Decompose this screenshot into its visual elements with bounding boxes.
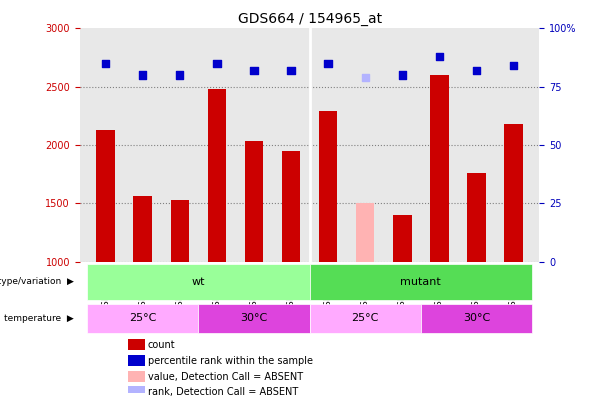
Bar xyxy=(199,304,310,333)
Point xyxy=(138,72,148,78)
Point xyxy=(360,74,370,81)
Text: 30°C: 30°C xyxy=(240,313,268,323)
Bar xyxy=(87,264,310,300)
Text: genotype/variation  ▶: genotype/variation ▶ xyxy=(0,277,74,286)
Bar xyxy=(170,200,189,262)
Point xyxy=(249,67,259,74)
Text: 30°C: 30°C xyxy=(463,313,490,323)
Point xyxy=(509,62,519,69)
Bar xyxy=(282,151,300,262)
Bar xyxy=(310,304,421,333)
Point xyxy=(175,72,185,78)
Title: GDS664 / 154965_at: GDS664 / 154965_at xyxy=(237,12,382,26)
Bar xyxy=(87,304,199,333)
Text: wt: wt xyxy=(192,277,205,287)
Text: 25°C: 25°C xyxy=(129,313,156,323)
Bar xyxy=(504,124,523,262)
Text: count: count xyxy=(148,340,175,350)
Point xyxy=(101,60,110,66)
Text: rank, Detection Call = ABSENT: rank, Detection Call = ABSENT xyxy=(148,387,298,397)
Bar xyxy=(128,371,145,382)
Point xyxy=(435,53,444,60)
Point xyxy=(212,60,222,66)
Bar xyxy=(134,196,152,262)
Text: mutant: mutant xyxy=(400,277,441,287)
Point xyxy=(397,72,407,78)
Point xyxy=(286,67,296,74)
Bar xyxy=(319,111,337,262)
Bar xyxy=(310,264,532,300)
Bar xyxy=(96,130,115,262)
Bar xyxy=(467,173,485,262)
Bar xyxy=(245,141,263,262)
Bar xyxy=(393,215,411,262)
Bar xyxy=(356,203,375,262)
Bar xyxy=(421,304,532,333)
Bar xyxy=(208,89,226,262)
Text: 25°C: 25°C xyxy=(351,313,379,323)
Bar xyxy=(128,339,145,350)
Text: value, Detection Call = ABSENT: value, Detection Call = ABSENT xyxy=(148,371,303,382)
Bar xyxy=(430,75,449,262)
Text: percentile rank within the sample: percentile rank within the sample xyxy=(148,356,313,366)
Bar xyxy=(128,355,145,366)
Bar xyxy=(128,386,145,398)
Text: temperature  ▶: temperature ▶ xyxy=(4,314,74,323)
Point xyxy=(323,60,333,66)
Point xyxy=(471,67,481,74)
